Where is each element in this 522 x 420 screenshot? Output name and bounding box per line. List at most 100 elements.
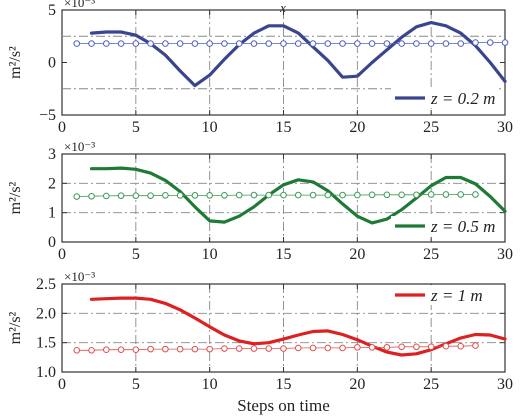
data-point-marker [250,191,258,199]
data-point-marker [147,345,154,353]
data-point-marker [73,40,81,47]
data-point-marker [398,40,405,47]
data-point-marker [501,39,509,46]
data-point-marker [472,39,479,46]
data-point-marker [354,344,361,351]
data-point-marker [235,191,243,199]
data-point-marker [324,191,332,199]
data-point-marker [73,346,81,354]
data-point-marker [442,342,450,350]
data-point-marker [324,40,332,47]
y-exponent-label: ×10⁻³ [64,269,95,284]
y-tick-label: 1.0 [36,364,56,381]
y-tick-label: 5 [48,2,56,19]
x-tick-label: 15 [276,376,292,393]
data-point-marker [427,191,435,198]
y-tick-label: −5 [39,107,56,124]
x-tick-label: 20 [349,376,365,393]
legend-label: z = 0.5 m [430,217,495,236]
data-point-marker [472,342,479,349]
data-point-marker [265,40,273,47]
y-axis-label: m²/s² [7,46,24,79]
data-point-marker [442,191,450,198]
y-tick-label: 2.0 [36,305,56,322]
x-tick-label: 30 [497,246,513,263]
data-point-marker [88,40,95,47]
data-point-marker [117,40,125,47]
x-tick-label: 5 [132,119,140,136]
data-point-marker [221,192,228,199]
data-point-marker [162,345,169,353]
data-point-marker [294,191,302,199]
data-point-marker [250,40,258,47]
y-tick-label: 3 [48,146,56,163]
y-axis-label: m²/s² [7,181,24,214]
data-point-marker [206,40,213,47]
data-point-marker [486,39,494,46]
data-point-marker [162,40,169,47]
data-point-marker [324,344,332,352]
data-point-marker [265,345,273,352]
data-point-marker [280,345,287,352]
y-tick-label: 2.5 [36,276,56,293]
data-point-marker [457,40,465,47]
x-tick-label: 0 [58,119,66,136]
x-tick-label: 5 [132,376,140,393]
data-point-marker [88,346,95,354]
data-point-marker [221,345,228,352]
y-exponent-label: ×10⁻³ [64,139,95,154]
data-point-marker [294,40,302,47]
y-tick-label: 1 [48,205,56,222]
data-point-marker [162,192,169,199]
y-tick-label: 0 [48,234,56,251]
legend-box [391,88,499,108]
legend-box [391,216,499,236]
y-tick-label: 0 [48,55,56,72]
data-point-marker [354,40,361,47]
data-point-marker [191,40,199,47]
data-point-marker [191,192,199,199]
x-tick-label: 20 [349,246,365,263]
data-point-marker [132,192,140,199]
data-point-marker [103,192,110,200]
data-point-marker [442,40,450,47]
data-point-marker [176,345,184,353]
data-point-marker [383,40,391,47]
data-point-marker [398,343,405,351]
data-point-marker [250,345,258,352]
data-point-marker [339,40,346,47]
series-marker-line [76,345,476,351]
x-tick-label: 25 [423,119,439,136]
x-tick-label: 10 [202,246,218,263]
data-point-marker [206,192,213,199]
data-point-marker [368,344,376,351]
data-point-marker [132,40,140,47]
series-line [89,166,507,225]
data-point-marker [280,40,287,47]
y-exponent-label: ×10⁻³ [64,0,95,10]
x-tick-label: 0 [58,246,66,263]
data-point-marker [413,343,420,351]
data-point-marker [176,40,184,47]
x-tick-label: 30 [497,376,513,393]
data-point-marker [339,344,346,352]
series-line [89,296,507,357]
x-tick-label: 20 [349,119,365,136]
chart-panel-2: 0 5 10 15 20 25 30 0 1 2 3 ×10⁻³ m²/s² z = 0.5 m [7,139,513,263]
x-tick-label: 5 [132,246,140,263]
data-point-marker [413,40,420,47]
series-marker-line [76,194,476,197]
x-tick-label: 30 [497,119,513,136]
y-tick-label: 2 [48,175,56,192]
data-point-marker [117,192,125,199]
data-point-marker [427,40,435,47]
data-point-marker [147,192,154,199]
data-point-marker [398,191,405,199]
data-point-marker [368,40,376,47]
legend-box [391,285,499,305]
data-point-marker [176,192,184,199]
data-point-marker [427,343,435,351]
data-point-marker [413,191,420,199]
